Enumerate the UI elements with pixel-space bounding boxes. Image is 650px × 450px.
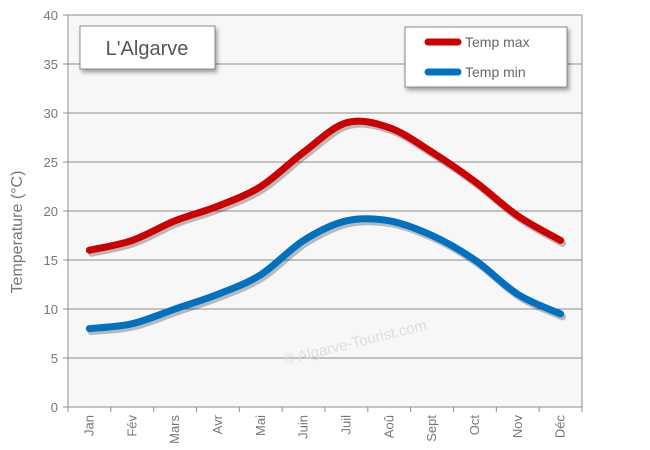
x-tick-label: Avr bbox=[210, 414, 225, 434]
x-tick-label: Juin bbox=[296, 415, 311, 439]
axes bbox=[67, 15, 583, 412]
y-tick-label: 35 bbox=[44, 57, 58, 72]
x-tick-label: Juil bbox=[338, 415, 353, 435]
y-tick-label: 20 bbox=[44, 204, 58, 219]
y-tick-label: 40 bbox=[44, 8, 58, 23]
y-tick-label: 0 bbox=[51, 400, 58, 415]
x-tick-label: Déc bbox=[553, 415, 568, 439]
x-tick-label: Fév bbox=[124, 415, 139, 437]
chart-title-box: L'Algarve bbox=[79, 25, 216, 70]
legend-label-temp-min: Temp min bbox=[465, 64, 526, 80]
x-tick-label: Aoû bbox=[381, 415, 396, 438]
x-tick-label: Mars bbox=[167, 415, 182, 444]
legend: Temp max Temp min bbox=[404, 26, 568, 88]
y-tick-label: 5 bbox=[51, 351, 58, 366]
x-tick-label: Sept bbox=[424, 415, 439, 442]
y-tick-labels: 0 5 10 15 20 25 30 35 40 bbox=[44, 8, 58, 415]
x-tick-label: Oct bbox=[467, 415, 482, 436]
y-tick-label: 25 bbox=[44, 155, 58, 170]
x-tick-labels: Jan Fév Mars Avr Mai Juin Juil Aoû Sept Oct Nov Déc bbox=[81, 414, 567, 444]
chart-title: L'Algarve bbox=[106, 38, 189, 60]
y-tick-label: 15 bbox=[44, 253, 58, 268]
y-axis-title: Temperature (°C) bbox=[9, 171, 26, 294]
series-line-temp-min bbox=[85, 215, 565, 333]
legend-label-temp-max: Temp max bbox=[465, 34, 530, 50]
x-tick-label: Mai bbox=[253, 415, 268, 436]
y-tick-label: 10 bbox=[44, 302, 58, 317]
x-tick-label: Nov bbox=[510, 415, 525, 439]
y-tick-label: 30 bbox=[44, 106, 58, 121]
x-tick-label: Jan bbox=[81, 415, 96, 436]
series-line-temp-max bbox=[85, 117, 565, 254]
series-lines bbox=[85, 117, 567, 336]
